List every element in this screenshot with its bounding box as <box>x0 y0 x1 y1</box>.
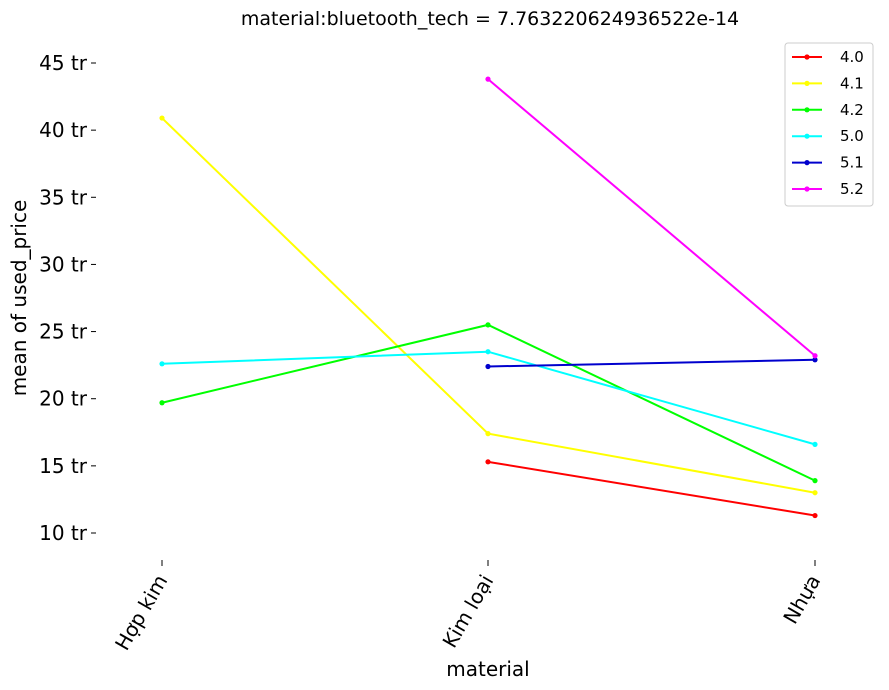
legend-swatch-marker <box>804 186 810 192</box>
legend-label: 4.2 <box>840 101 864 119</box>
legend-label: 5.1 <box>840 154 864 172</box>
data-point <box>812 490 818 496</box>
data-point <box>485 459 491 465</box>
y-tick-label: 25 tr <box>39 320 88 344</box>
data-point <box>812 353 818 359</box>
y-tick-label: 35 tr <box>39 185 88 209</box>
legend-item: 5.2 <box>792 180 864 198</box>
series-line <box>161 323 816 482</box>
data-point <box>485 363 491 370</box>
x-tick-label: Hợp kim <box>110 571 172 655</box>
series-line <box>487 460 816 517</box>
data-point <box>159 361 165 367</box>
data-point <box>485 349 491 355</box>
legend-item: 4.2 <box>792 101 864 119</box>
legend-swatch-marker <box>804 54 810 60</box>
y-tick-label: 30 tr <box>39 252 88 276</box>
chart-title: material:bluetooth_tech = 7.763220624936… <box>241 8 739 30</box>
legend-label: 5.0 <box>840 127 864 145</box>
series-line <box>487 358 816 368</box>
legend-label: 4.0 <box>840 48 864 66</box>
legend-label: 5.2 <box>840 180 864 198</box>
series-5.0 <box>159 349 818 447</box>
legend-swatch-marker <box>804 107 810 113</box>
series-line <box>487 78 816 357</box>
data-point <box>812 512 818 519</box>
y-tick-label: 20 tr <box>39 387 88 411</box>
y-tick-label: 40 tr <box>39 118 88 142</box>
legend-swatch-marker <box>804 133 810 139</box>
legend-swatch-marker <box>804 80 810 86</box>
x-tick-label: Nhựa <box>778 571 825 629</box>
legend-label: 4.1 <box>840 74 864 92</box>
data-point <box>812 441 818 447</box>
data-point <box>812 357 818 363</box>
legend-item: 5.1 <box>792 154 864 172</box>
series-4.2 <box>159 322 818 484</box>
data-point <box>485 76 491 82</box>
series-5.2 <box>485 76 818 359</box>
data-point <box>159 115 165 121</box>
series-4.1 <box>159 115 818 496</box>
y-axis: 10 tr 15 tr 20 tr 25 tr 30 tr 35 tr 40 tr 45 tr <box>39 51 96 545</box>
data-point <box>159 400 165 406</box>
series-4.0 <box>485 459 818 519</box>
y-tick-label: 45 tr <box>39 51 88 75</box>
legend-item: 5.0 <box>792 127 864 145</box>
legend: 4.0 4.1 4.2 5.0 5.1 5.2 <box>784 42 874 207</box>
series-5.1 <box>485 357 818 370</box>
legend-item: 4.0 <box>792 48 864 66</box>
x-axis-label: material <box>446 657 529 681</box>
legend-swatch-marker <box>804 160 810 166</box>
data-point <box>812 478 818 484</box>
y-tick-label: 10 tr <box>39 521 88 545</box>
series-group <box>159 76 818 519</box>
y-axis-label: mean of used_price <box>7 200 31 397</box>
x-axis: Hợp kim Kim loại Nhựa <box>110 560 825 654</box>
legend-item: 4.1 <box>792 74 864 92</box>
series-line <box>161 117 816 494</box>
data-point <box>485 431 491 437</box>
data-point <box>485 322 491 328</box>
x-tick-label: Kim loại <box>437 571 498 652</box>
y-tick-label: 15 tr <box>39 454 88 478</box>
